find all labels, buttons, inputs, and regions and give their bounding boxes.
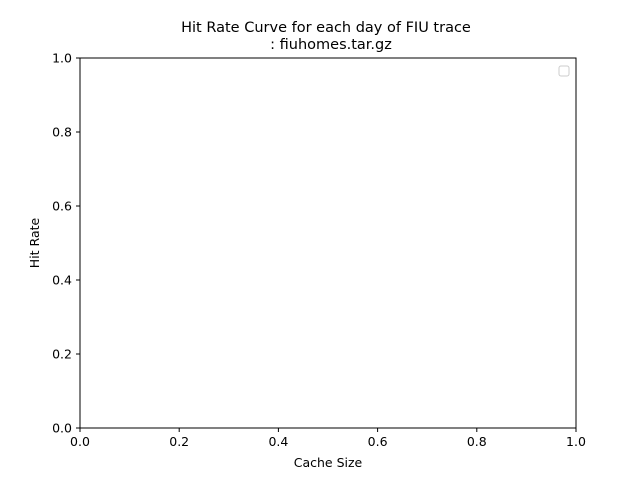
y-tick-label: 0.0	[52, 421, 72, 436]
x-tick-label: 0.6	[368, 434, 388, 449]
x-tick-label: 0.2	[169, 434, 189, 449]
y-axis: 0.0 0.2 0.4 0.6 0.8 1.0	[52, 51, 80, 436]
y-tick-label: 0.2	[52, 347, 72, 362]
chart-title-line-2: : fiuhomes.tar.gz	[270, 37, 392, 53]
legend-box	[558, 65, 570, 77]
y-tick-label: 0.6	[52, 199, 72, 214]
chart-title-line-1: Hit Rate Curve for each day of FIU trace	[181, 20, 471, 36]
y-axis-label: Hit Rate	[27, 217, 42, 268]
y-tick-label: 1.0	[52, 51, 72, 66]
x-axis: 0.0 0.2 0.4 0.6 0.8 1.0	[70, 428, 586, 449]
x-axis-label: Cache Size	[294, 455, 363, 470]
x-tick-label: 0.4	[268, 434, 288, 449]
y-tick-label: 0.8	[52, 125, 72, 140]
plot-area-frame	[79, 57, 577, 429]
y-tick-label: 0.4	[52, 273, 72, 288]
x-tick-label: 0.0	[70, 434, 90, 449]
x-tick-label: 0.8	[467, 434, 487, 449]
x-tick-label: 1.0	[566, 434, 586, 449]
